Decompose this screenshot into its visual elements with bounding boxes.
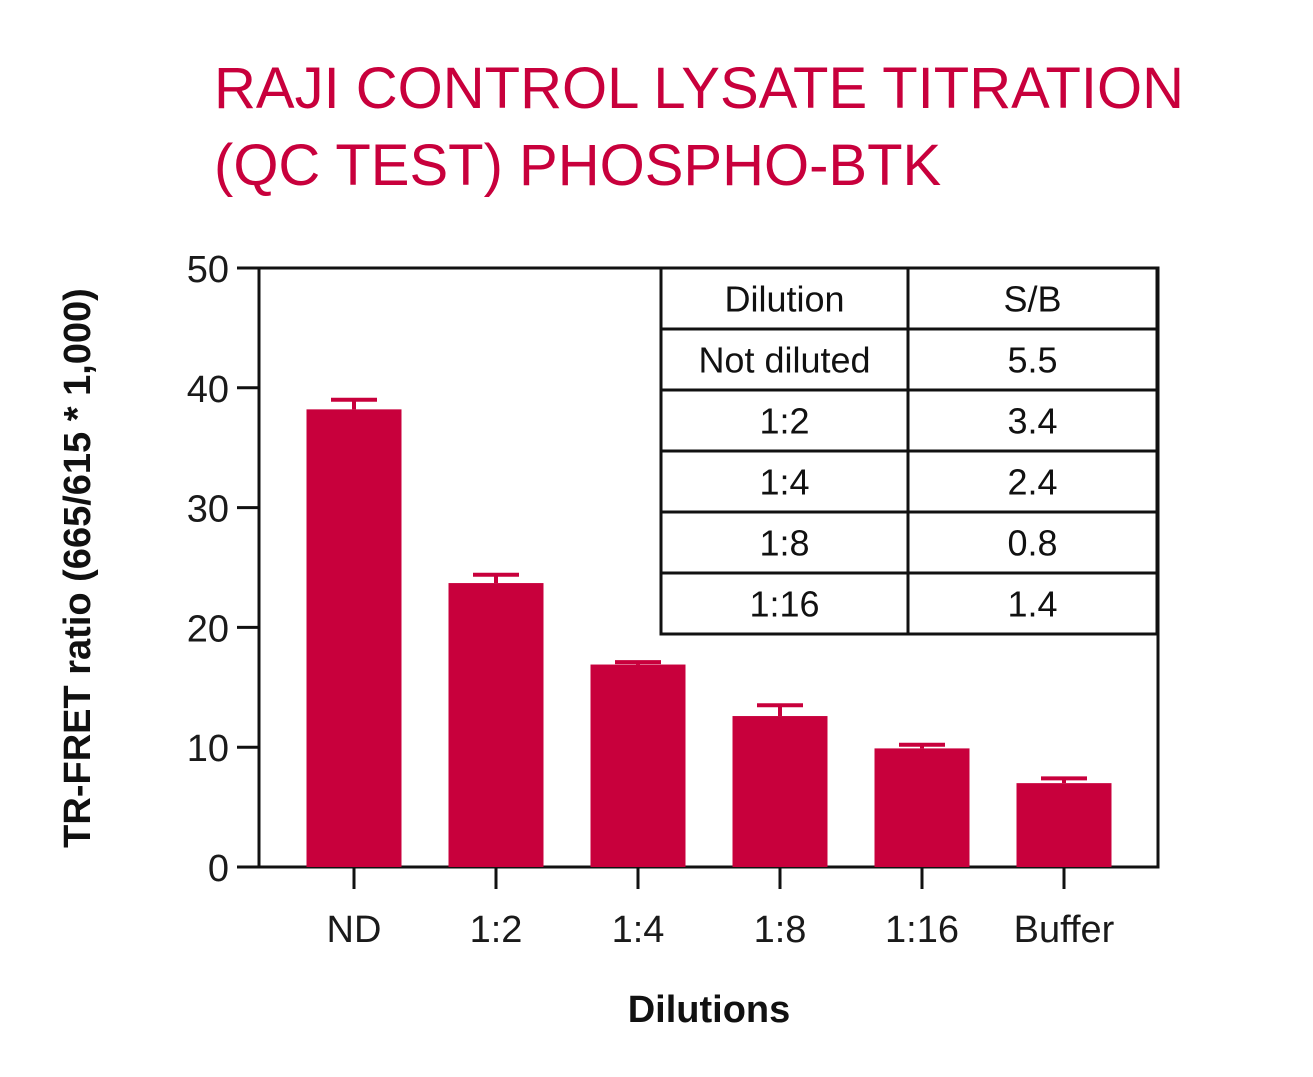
x-tick-label: ND	[327, 909, 382, 951]
y-tick-label: 40	[187, 369, 229, 411]
sb-table-cell-sb: 5.5	[1007, 340, 1057, 381]
y-tick-label: 10	[187, 728, 229, 770]
sb-table-cell-sb: 2.4	[1007, 462, 1057, 503]
sb-table-header-sb: S/B	[1003, 279, 1061, 320]
sb-table-cell-sb: 3.4	[1007, 401, 1057, 442]
sb-table-cell-dilution: 1:8	[759, 523, 809, 564]
sb-table-cell-dilution: 1:4	[759, 462, 809, 503]
bar-nd	[306, 409, 402, 867]
sb-table-cell-dilution: Not diluted	[698, 340, 870, 381]
y-tick-label: 0	[208, 848, 229, 890]
y-tick-label: 20	[187, 608, 229, 650]
bar-buffer	[1016, 783, 1112, 867]
x-tick-label: Buffer	[1014, 909, 1115, 951]
x-tick-label: 1:4	[612, 909, 665, 951]
bar-1-8	[732, 716, 828, 867]
bar-1-2	[448, 583, 544, 867]
x-tick-label: 1:16	[885, 909, 959, 951]
bar-1-16	[874, 748, 970, 867]
chart-title-line-2: (QC TEST) PHOSPHO-BTK	[214, 133, 942, 198]
sb-table-header-dilution: Dilution	[724, 279, 844, 320]
bar-1-4	[590, 664, 686, 867]
x-tick-label: 1:2	[470, 909, 523, 951]
sb-table-cell-dilution: 1:2	[759, 401, 809, 442]
sb-table-cell-dilution: 1:16	[749, 584, 819, 625]
plot-area: 0 10 20 30 40 50 ND 1:2 1:4 1:8 1:16 Buffer Dilution…	[187, 249, 1160, 951]
y-tick-label: 30	[187, 489, 229, 531]
sb-table-cell-sb: 1.4	[1007, 584, 1057, 625]
y-axis-title: TR-FRET ratio (665/615 * 1,000)	[57, 288, 99, 848]
chart-title-line-1: RAJI CONTROL LYSATE TITRATION	[214, 56, 1184, 121]
sb-table-cell-sb: 0.8	[1007, 523, 1057, 564]
x-tick-label: 1:8	[754, 909, 807, 951]
y-tick-label: 50	[187, 249, 229, 291]
x-axis-title: Dilutions	[628, 989, 791, 1031]
